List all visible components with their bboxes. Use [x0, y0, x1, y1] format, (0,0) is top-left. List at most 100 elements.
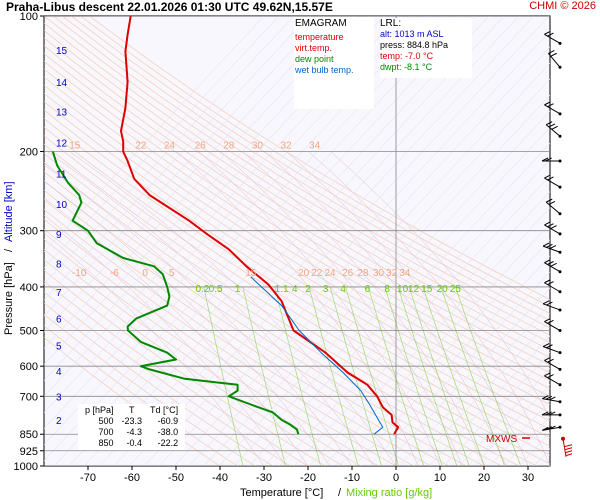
- hatch-line: [128, 16, 550, 466]
- legend-box: EMAGRAM temperature virt.temp. dew point…: [294, 17, 374, 109]
- wind-barb-flag: [550, 52, 557, 57]
- y-tick-label: 400: [20, 282, 38, 294]
- wind-barb-flag: [549, 425, 556, 430]
- dry-adiabat: [44, 76, 550, 397]
- hatch-line: [44, 16, 325, 317]
- wind-barb-shaft: [544, 104, 561, 115]
- table-cell: -38.0: [157, 427, 179, 437]
- wind-barb-flag: [546, 301, 553, 306]
- table-cell: 500: [98, 416, 114, 426]
- lrl-heading: LRL:: [380, 18, 402, 29]
- wind-barb-flag: [544, 101, 551, 106]
- wind-barb: [542, 242, 562, 254]
- wind-barb-shaft: [542, 303, 561, 311]
- wind-barb-flag: [565, 453, 573, 457]
- legend-item-temperature: temperature: [295, 32, 344, 42]
- dry-adiabat: [44, 61, 550, 381]
- x-tick-label: 20: [478, 472, 490, 484]
- dry-adiabat-label: 22: [311, 268, 323, 279]
- mixing-ratio-label: 4: [292, 284, 298, 295]
- mixing-ratio-label: 8: [384, 284, 390, 295]
- hatch-line: [579, 16, 600, 466]
- wind-barb-shaft: [544, 282, 561, 293]
- altitude-tick-label: 12: [56, 138, 68, 149]
- wind-barb-flag: [542, 395, 549, 400]
- hatch-line: [458, 368, 550, 466]
- hatch-line: [44, 16, 340, 333]
- chart-title: Praha-Libus descent 22.01.2026 01:30 UTC…: [6, 0, 333, 14]
- wind-barb: [548, 50, 562, 69]
- wind-barb-flag: [548, 50, 555, 54]
- dry-adiabat: [44, 68, 550, 389]
- wind-barb-shaft: [545, 124, 561, 137]
- dry-adiabat-label: 24: [324, 268, 336, 279]
- altitude-tick-label: 5: [56, 342, 62, 353]
- wind-barb-flag: [542, 300, 550, 305]
- wind-barb-shaft: [544, 321, 561, 331]
- wind-barb: [544, 259, 562, 274]
- dry-adiabat-label: 15: [69, 141, 81, 152]
- wind-barb-shaft: [548, 53, 561, 68]
- dry-adiabat-label: 26: [195, 141, 207, 152]
- wind-barb-dot: [558, 41, 562, 45]
- hatch-line: [383, 287, 550, 466]
- wind-barb-shaft: [542, 346, 561, 354]
- mixing-ratio-label: 0.2: [195, 284, 209, 295]
- altitude-tick-label: 15: [56, 46, 68, 57]
- wind-barb-dot: [558, 308, 562, 312]
- dry-adiabat: [80, 16, 550, 307]
- wind-barb-flag: [547, 281, 554, 285]
- dry-adiabat-label: 32: [386, 268, 398, 279]
- mixing-ratio-label: 20: [437, 284, 449, 295]
- dry-adiabat-label: 34: [309, 141, 321, 152]
- y-tick-label: 850: [20, 429, 38, 441]
- wind-barb-flag: [547, 374, 554, 379]
- wind-barb-dot: [558, 425, 562, 429]
- dry-adiabat: [62, 16, 550, 322]
- altitude-tick-label: 6: [56, 314, 62, 325]
- wind-barb-shaft: [544, 359, 561, 370]
- dry-adiabat: [44, 45, 550, 366]
- hatch-line: [368, 271, 550, 466]
- wind-barb: [542, 395, 562, 404]
- hatch-line: [68, 16, 490, 466]
- hatch-line: [308, 207, 550, 466]
- x-tick-label: 30: [522, 472, 534, 484]
- altitude-tick-label: 8: [56, 260, 62, 271]
- wind-barb-dot: [558, 413, 562, 417]
- lrl-alt: alt: 1013 m ASL: [380, 29, 444, 39]
- wind-barb-shaft: [544, 33, 561, 44]
- altitude-tick-label: 3: [56, 392, 62, 403]
- dry-adiabat: [52, 16, 550, 329]
- altitude-tick-label: 10: [56, 200, 68, 211]
- wind-barb-flag: [546, 344, 553, 349]
- wind-barb-flag: [548, 411, 556, 416]
- wind-barb-flag: [541, 157, 549, 162]
- dry-adiabat: [44, 101, 550, 422]
- wind-barb-dot: [558, 159, 562, 163]
- wind-barb-surface: [561, 436, 573, 457]
- dry-adiabat: [44, 37, 550, 358]
- wind-barb: [542, 300, 562, 312]
- wind-barb-dot: [558, 65, 562, 69]
- wind-barb-flag: [548, 123, 556, 128]
- altitude-tick-label: 9: [56, 230, 62, 241]
- wind-barb-flag: [551, 125, 558, 130]
- wind-barb-flag: [549, 245, 557, 250]
- hatch-line: [44, 16, 295, 285]
- dry-adiabat-label: -10: [72, 268, 87, 279]
- dry-adiabat-label: 30: [252, 141, 264, 152]
- dry-adiabat-label: 32: [280, 141, 292, 152]
- wind-barb-dot: [558, 250, 562, 254]
- hatch-line: [44, 16, 265, 253]
- wind-barb-shaft: [545, 201, 561, 215]
- table-cell: -60.9: [157, 416, 179, 426]
- mxws-label: MXWS: [486, 434, 517, 445]
- wind-barb-shaft: [562, 438, 567, 457]
- hatch-line: [44, 16, 445, 446]
- wind-barb-dot: [558, 212, 562, 216]
- wind-barb-flag: [545, 157, 552, 162]
- wind-barb-shaft: [544, 224, 561, 235]
- wind-barb-flag: [547, 261, 554, 265]
- x-tick-label: -60: [124, 472, 140, 484]
